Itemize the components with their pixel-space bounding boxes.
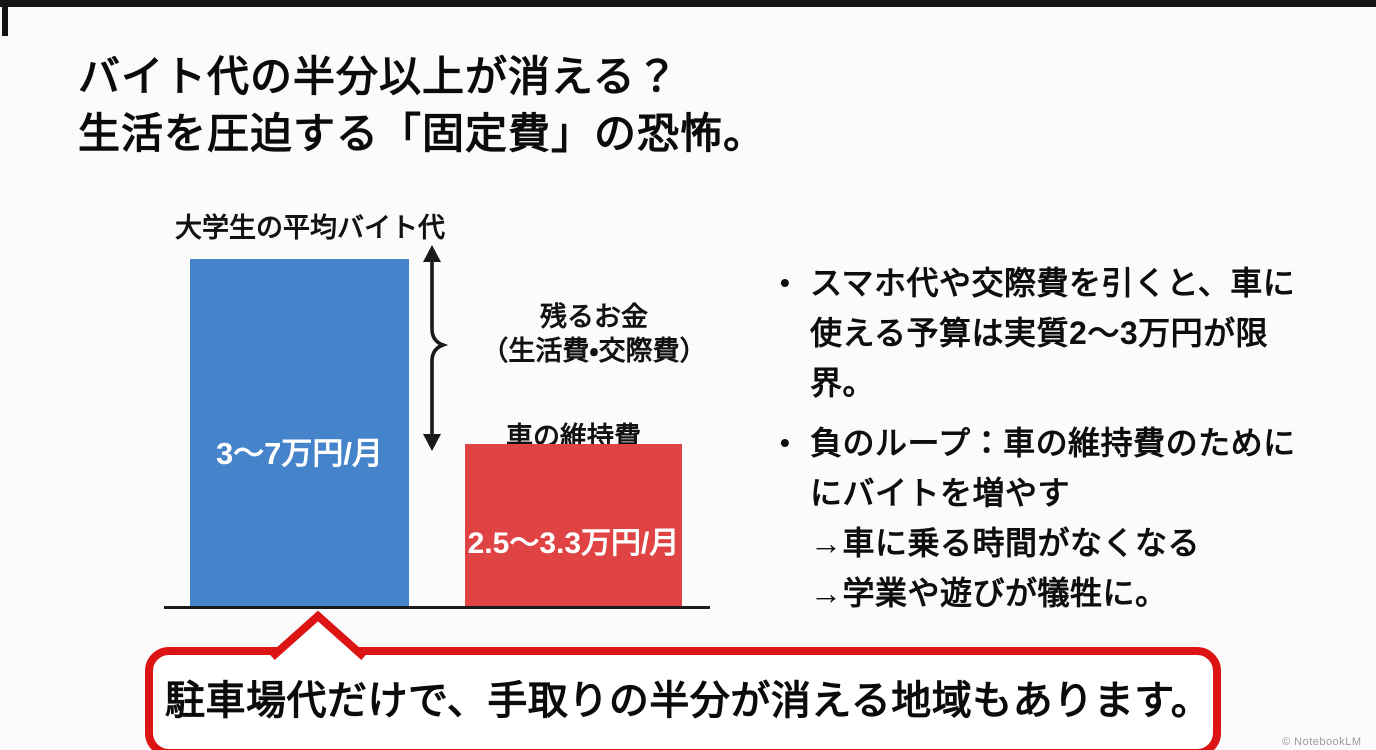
arrowhead-down-icon <box>423 434 441 451</box>
page-title: バイト代の半分以上が消える？ 生活を圧迫する「固定費」の恐怖。 <box>78 48 766 162</box>
annotation-line-2: （生活費・交際費） <box>481 336 707 366</box>
arrowhead-up-icon <box>423 245 441 262</box>
bullet-text: スマホ代や交際費を引くと、車に 使える予算は実質2〜3万円が限 界。 <box>810 258 1352 408</box>
bullet-marker: • <box>780 267 790 298</box>
arrow-shaft-brace <box>430 257 449 439</box>
bullet-text: 負のループ：車の維持費のために にバイトを増やす →車に乗る時間がなくなる →学… <box>810 418 1352 618</box>
callout-box <box>145 647 1221 750</box>
bar-label-income: 大学生の平均バイト代 <box>175 213 445 243</box>
bullet-item-budget: • スマホ代や交際費を引くと、車に 使える予算は実質2〜3万円が限 界。 <box>780 258 1352 408</box>
bullet-item-negative-loop: • 負のループ：車の維持費のために にバイトを増やす →車に乗る時間がなくなる … <box>780 418 1352 618</box>
bullet1-line-3: 界。 <box>810 365 876 401</box>
bullet-list: • スマホ代や交際費を引くと、車に 使える予算は実質2〜3万円が限 界。 • 負… <box>780 258 1352 628</box>
annotation-line-1: 残るお金 <box>540 302 648 332</box>
bullet-marker: • <box>780 427 790 458</box>
bullet2-line-3: →車に乗る時間がなくなる <box>810 525 1201 561</box>
bar-value-car-cost: 2.5〜3.3万円/月 <box>467 527 680 560</box>
callout-text: 駐車場代だけで、手取りの半分が消える地域もあります。 <box>165 679 1212 723</box>
credit-watermark: © NotebookLM <box>1282 736 1362 748</box>
chart-baseline-axis <box>164 606 710 609</box>
bar-car-cost <box>465 444 682 609</box>
remaining-money-annotation: 残るお金 （生活費・交際費） <box>448 300 740 368</box>
range-arrow-icon <box>423 245 449 451</box>
title-line-1: バイト代の半分以上が消える？ <box>78 53 679 100</box>
bar-income <box>190 259 409 609</box>
bullet2-line-1: 負のループ：車の維持費のために <box>810 425 1296 461</box>
bullet1-line-1: スマホ代や交際費を引くと、車に <box>810 265 1296 301</box>
bullet1-line-2: 使える予算は実質2〜3万円が限 <box>810 315 1269 351</box>
bullet2-line-4: →学業や遊びが犠牲に。 <box>810 575 1168 611</box>
bar-value-income: 3〜7万円/月 <box>215 436 384 471</box>
corner-artifact-mark <box>2 0 8 36</box>
title-line-2: 生活を圧迫する「固定費」の恐怖。 <box>78 110 767 157</box>
callout-pointer-icon <box>269 610 367 660</box>
bullet2-line-2: にバイトを増やす <box>810 475 1071 511</box>
letterbox-top-bar <box>0 0 1376 7</box>
